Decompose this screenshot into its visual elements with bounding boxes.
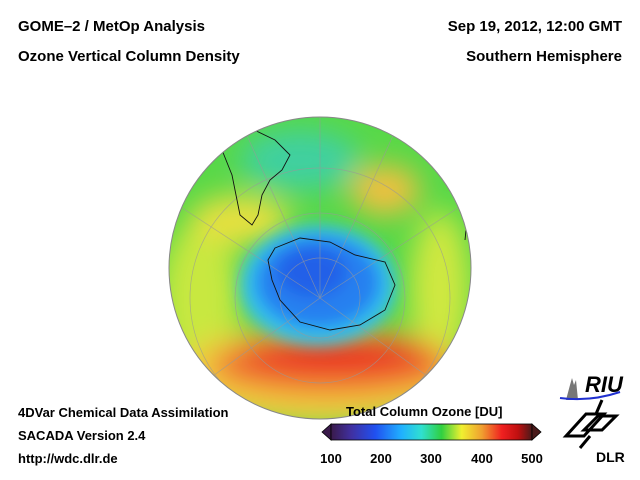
colorbar — [321, 423, 542, 441]
title-hemisphere: Southern Hemisphere — [466, 48, 622, 65]
riu-logo-text: RIU — [585, 372, 623, 397]
riu-logo — [559, 378, 621, 401]
colorbar-tick: 100 — [320, 451, 342, 466]
footer-url[interactable]: http://wdc.dlr.de — [18, 451, 118, 466]
footer-method: 4DVar Chemical Data Assimilation — [18, 405, 229, 420]
title-instrument: GOME–2 / MetOp Analysis — [18, 18, 205, 35]
graticule — [169, 117, 471, 419]
footer-version: SACADA Version 2.4 — [18, 428, 146, 443]
colorbar-tick: 300 — [420, 451, 442, 466]
colorbar-title: Total Column Ozone [DU] — [346, 404, 503, 419]
globe-outline — [168, 116, 472, 420]
dlr-logo — [562, 399, 620, 449]
title-quantity: Ozone Vertical Column Density — [18, 48, 240, 65]
title-date: Sep 19, 2012, 12:00 GMT — [447, 18, 622, 35]
dlr-logo-text: DLR — [596, 449, 625, 465]
colorbar-tick: 400 — [471, 451, 493, 466]
colorbar-tick: 500 — [521, 451, 543, 466]
ozone-field — [169, 117, 471, 419]
colorbar-tick: 200 — [370, 451, 392, 466]
